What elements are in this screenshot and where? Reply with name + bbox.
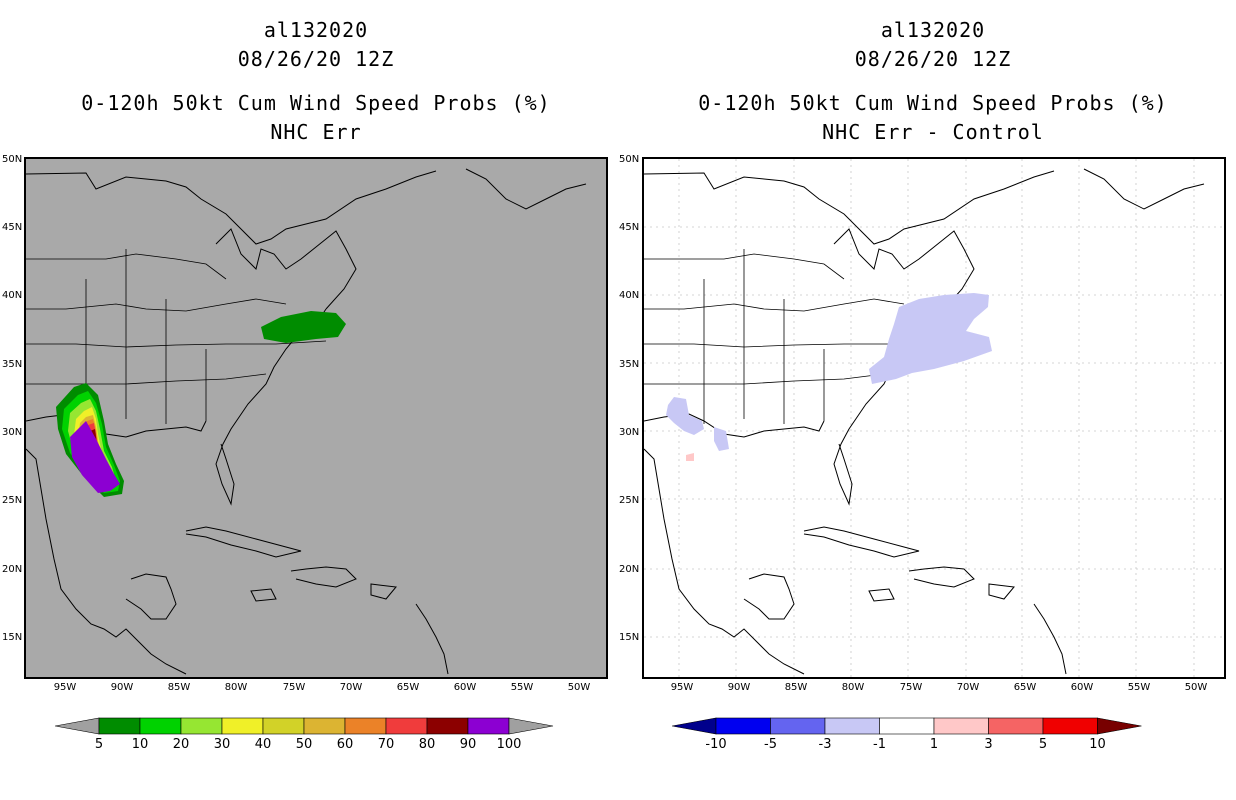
left-lat-label: 30N bbox=[2, 427, 23, 438]
right-lon-label: 65W bbox=[1013, 682, 1037, 693]
left-lon-label: 85W bbox=[167, 682, 191, 693]
left-lat-label: 45N bbox=[2, 222, 23, 233]
left-lat-label: 20N bbox=[2, 564, 23, 575]
colorbar-tick-label: 5 bbox=[94, 737, 104, 752]
colorbar-swatch bbox=[933, 717, 989, 735]
left-map-svg bbox=[26, 168, 587, 675]
right-borders bbox=[644, 249, 945, 424]
right-diff-positive-region bbox=[686, 453, 694, 461]
colorbar-tick-label: 3 bbox=[984, 737, 993, 752]
left-lat-label: 25N bbox=[2, 495, 23, 506]
right-gridlines bbox=[644, 159, 1224, 677]
right-map bbox=[642, 157, 1226, 679]
left-lon-label: 50W bbox=[567, 682, 591, 693]
colorbar-swatch bbox=[139, 717, 182, 735]
right-lat-label: 25N bbox=[619, 495, 640, 506]
colorbar-over-triangle bbox=[508, 717, 554, 735]
left-lon-label: 75W bbox=[282, 682, 306, 693]
right-lon-label: 80W bbox=[841, 682, 865, 693]
left-coastlines bbox=[26, 168, 587, 675]
colorbar-under-triangle bbox=[672, 717, 717, 735]
right-lat-label: 40N bbox=[619, 290, 640, 301]
right-lon-label: 55W bbox=[1127, 682, 1151, 693]
right-coastlines bbox=[644, 168, 1205, 675]
colorbar-tick-label: 1 bbox=[929, 737, 939, 752]
right-title-product: 0-120h 50kt Cum Wind Speed Probs (%) bbox=[698, 91, 1168, 115]
right-title-date: 08/26/20 12Z bbox=[854, 47, 1012, 71]
right-title-storm: al132020 bbox=[880, 18, 986, 42]
right-lon-label: 95W bbox=[670, 682, 694, 693]
colorbar-over-triangle bbox=[1097, 717, 1142, 735]
right-colorbar bbox=[672, 717, 1142, 735]
left-title-storm: al132020 bbox=[263, 18, 369, 42]
colorbar-swatch bbox=[180, 717, 223, 735]
colorbar-tick-label: 90 bbox=[459, 737, 477, 752]
left-title-product: 0-120h 50kt Cum Wind Speed Probs (%) bbox=[81, 91, 551, 115]
left-prob-swath-gulf bbox=[56, 383, 124, 497]
left-lon-label: 80W bbox=[224, 682, 248, 693]
left-borders bbox=[26, 249, 327, 424]
colorbar-swatch bbox=[467, 717, 510, 735]
left-colorbar bbox=[55, 717, 554, 735]
left-prob-swath-mid-atlantic bbox=[261, 311, 346, 343]
colorbar-swatch bbox=[988, 717, 1044, 735]
right-map-svg bbox=[644, 159, 1224, 677]
right-lat-label: 30N bbox=[619, 427, 640, 438]
right-lat-label: 45N bbox=[619, 222, 640, 233]
right-diff-negative-region bbox=[666, 293, 992, 451]
colorbar-tick-label: 40 bbox=[254, 737, 272, 752]
left-title-date: 08/26/20 12Z bbox=[237, 47, 395, 71]
left-lon-label: 60W bbox=[453, 682, 477, 693]
right-lon-label: 50W bbox=[1184, 682, 1208, 693]
colorbar-tick-label: 20 bbox=[172, 737, 190, 752]
colorbar-tick-label: -10 bbox=[705, 737, 727, 752]
right-title-scheme: NHC Err - Control bbox=[822, 120, 1044, 144]
left-lat-label: 40N bbox=[2, 290, 23, 301]
colorbar-tick-label: -1 bbox=[873, 737, 886, 752]
colorbar-swatch bbox=[221, 717, 264, 735]
right-lon-label: 75W bbox=[899, 682, 923, 693]
left-lon-label: 55W bbox=[510, 682, 534, 693]
colorbar-tick-label: 80 bbox=[418, 737, 436, 752]
left-lon-label: 90W bbox=[110, 682, 134, 693]
left-lat-label: 50N bbox=[2, 154, 23, 165]
right-lon-label: 60W bbox=[1070, 682, 1094, 693]
colorbar-swatch bbox=[262, 717, 305, 735]
colorbar-tick-label: 30 bbox=[213, 737, 231, 752]
colorbar-under-triangle bbox=[55, 717, 100, 735]
colorbar-tick-label: 70 bbox=[377, 737, 395, 752]
colorbar-swatch bbox=[344, 717, 387, 735]
right-lon-label: 90W bbox=[727, 682, 751, 693]
right-lat-label: 15N bbox=[619, 632, 640, 643]
left-lat-label: 35N bbox=[2, 359, 23, 370]
colorbar-tick-label: 10 bbox=[1089, 737, 1106, 752]
left-lat-label: 15N bbox=[2, 632, 23, 643]
right-lon-label: 85W bbox=[784, 682, 808, 693]
colorbar-swatch bbox=[1042, 717, 1098, 735]
left-lon-label: 95W bbox=[53, 682, 77, 693]
colorbar-tick-label: 10 bbox=[131, 737, 149, 752]
right-lat-label: 35N bbox=[619, 359, 640, 370]
colorbar-tick-label: 50 bbox=[295, 737, 313, 752]
colorbar-tick-label: 60 bbox=[336, 737, 354, 752]
colorbar-swatch bbox=[426, 717, 469, 735]
colorbar-tick-label: -5 bbox=[764, 737, 777, 752]
left-map bbox=[24, 157, 608, 679]
colorbar-swatch bbox=[770, 717, 826, 735]
colorbar-swatch bbox=[715, 717, 771, 735]
colorbar-swatch bbox=[824, 717, 880, 735]
colorbar-swatch bbox=[98, 717, 141, 735]
right-lon-label: 70W bbox=[956, 682, 980, 693]
right-lat-label: 50N bbox=[619, 154, 640, 165]
colorbar-tick-label: 5 bbox=[1038, 737, 1048, 752]
colorbar-swatch bbox=[303, 717, 346, 735]
colorbar-swatch bbox=[879, 717, 935, 735]
left-lon-label: 65W bbox=[396, 682, 420, 693]
left-lon-label: 70W bbox=[339, 682, 363, 693]
colorbar-tick-label: 100 bbox=[496, 737, 522, 752]
right-lat-label: 20N bbox=[619, 564, 640, 575]
colorbar-swatch bbox=[385, 717, 428, 735]
left-title-scheme: NHC Err bbox=[270, 120, 362, 144]
colorbar-tick-label: -3 bbox=[818, 737, 832, 752]
